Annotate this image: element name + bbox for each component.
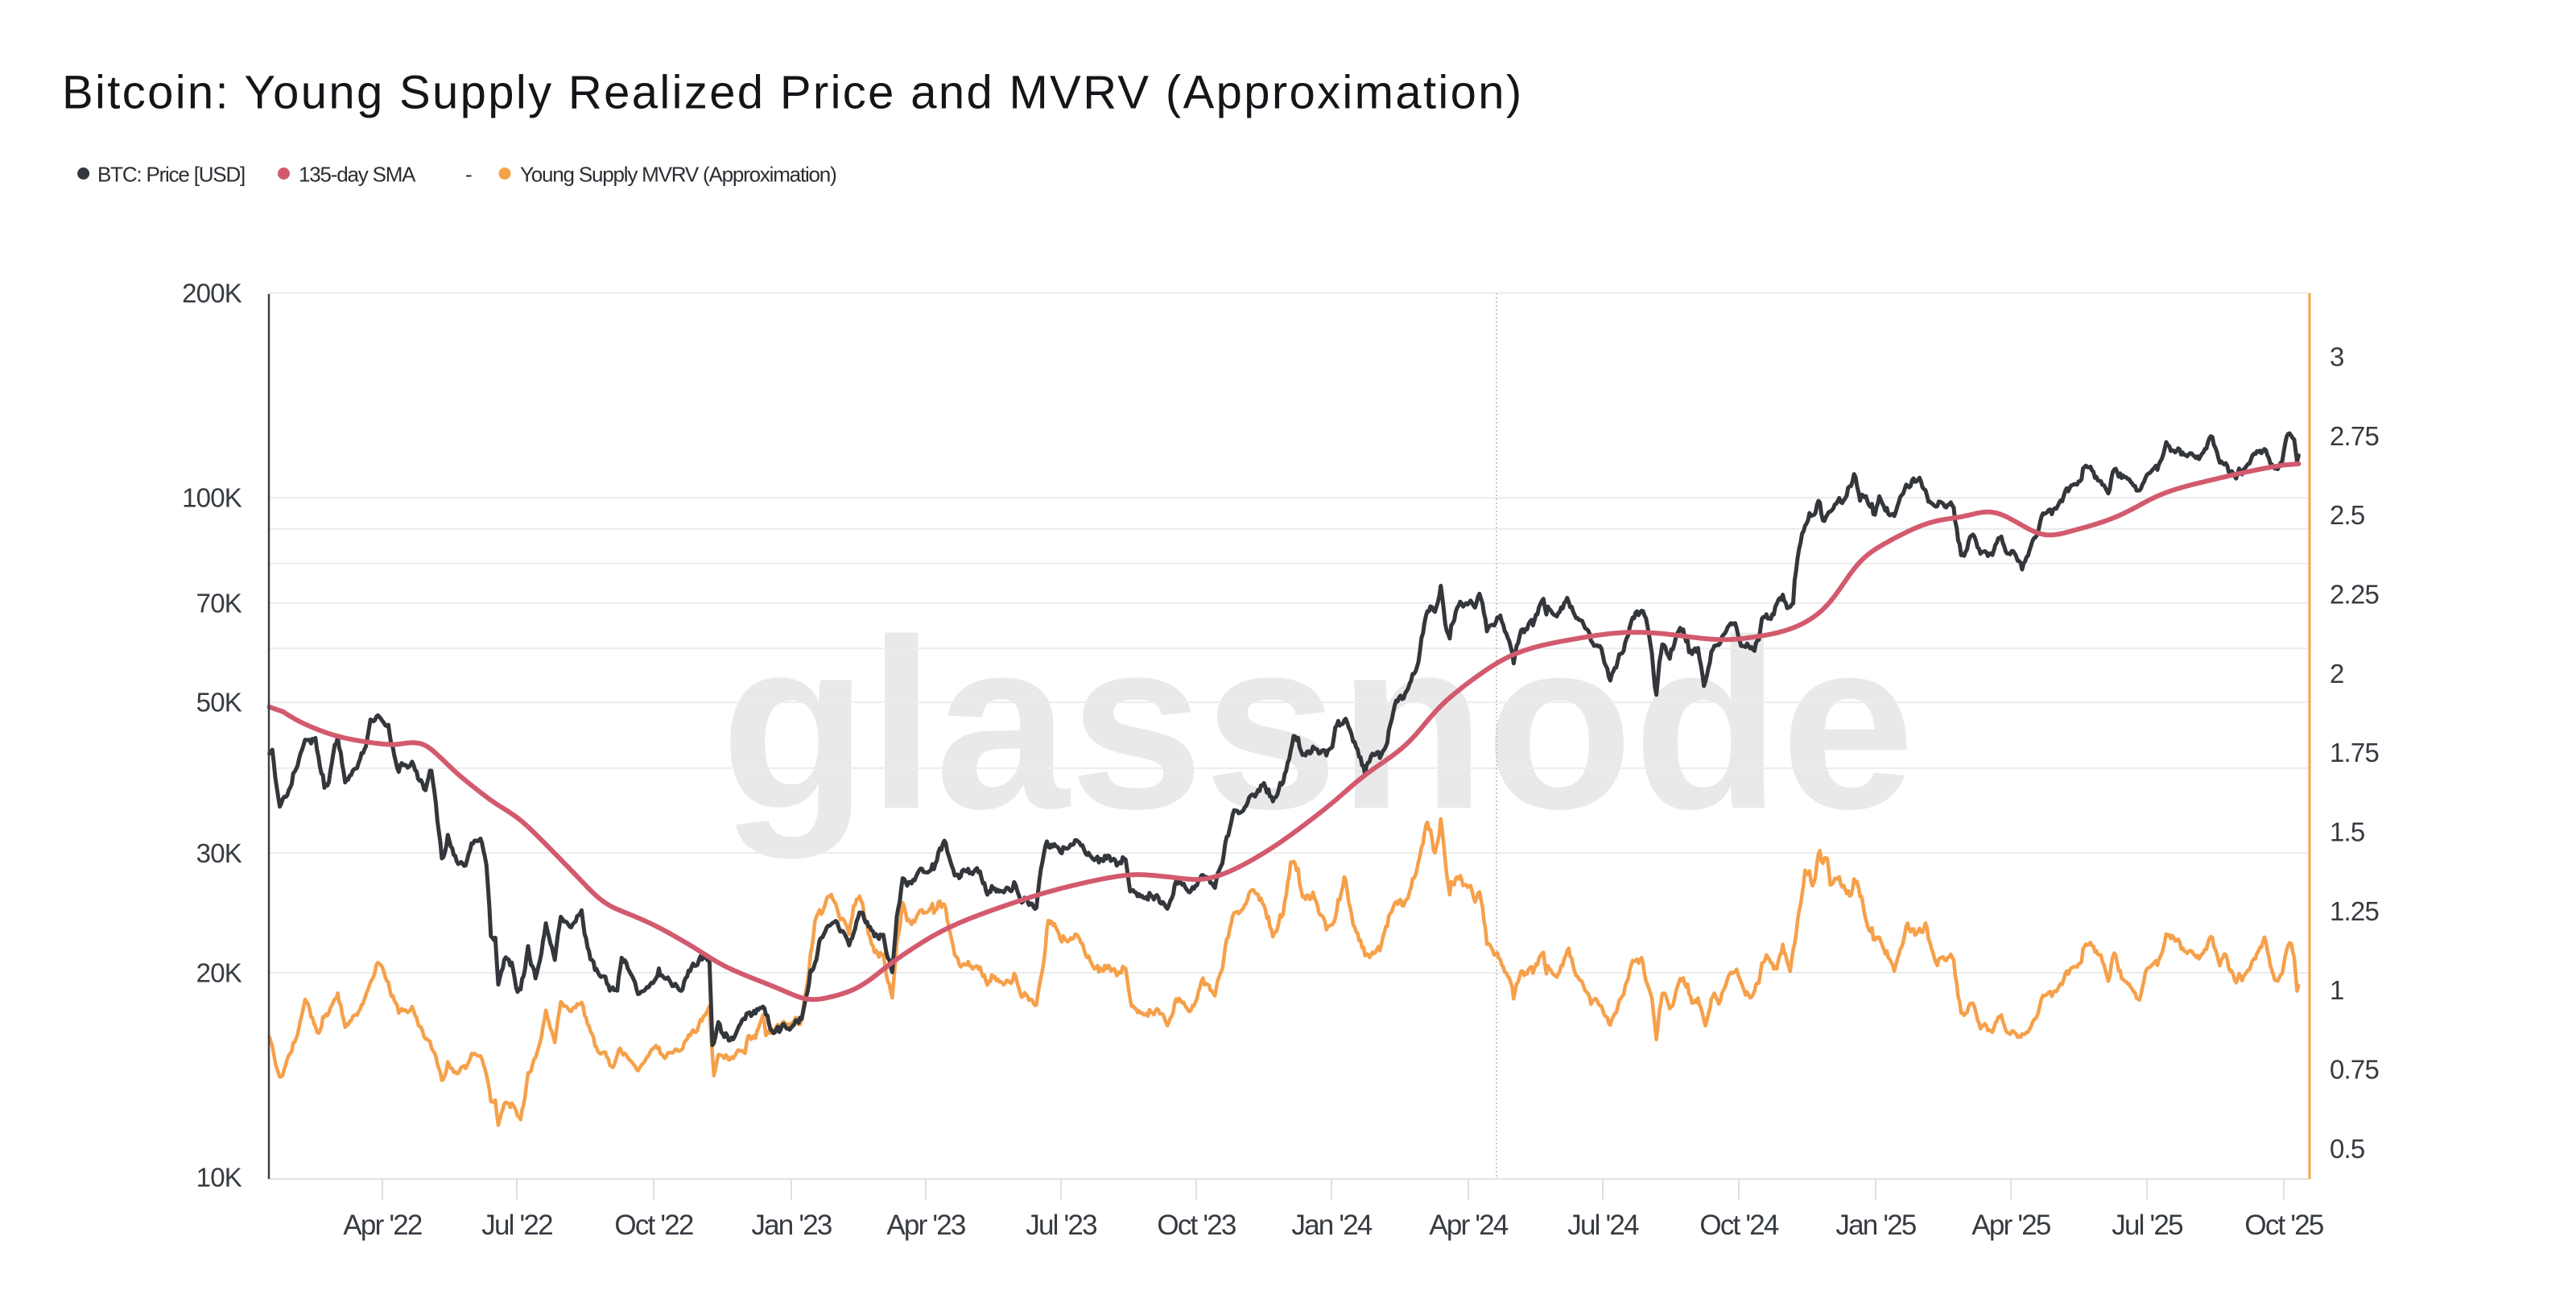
svg-text:2.5: 2.5	[2330, 500, 2364, 530]
svg-text:Oct '22: Oct '22	[614, 1210, 693, 1241]
svg-text:Young Supply MVRV (Approximati: Young Supply MVRV (Approximation)	[520, 163, 836, 187]
svg-text:1.5: 1.5	[2330, 817, 2364, 847]
svg-text:Oct '23: Oct '23	[1157, 1210, 1236, 1241]
svg-text:Jul '24: Jul '24	[1567, 1210, 1639, 1241]
svg-text:1.25: 1.25	[2330, 896, 2379, 926]
svg-text:Apr '22: Apr '22	[343, 1210, 422, 1241]
svg-text:70K: 70K	[196, 588, 242, 618]
svg-text:Jul '23: Jul '23	[1026, 1210, 1096, 1241]
svg-text:Jul '25: Jul '25	[2112, 1210, 2182, 1241]
svg-text:Oct '25: Oct '25	[2244, 1210, 2323, 1241]
svg-text:2: 2	[2330, 659, 2344, 689]
svg-text:Jan '23: Jan '23	[751, 1210, 832, 1241]
svg-text:1: 1	[2330, 975, 2344, 1005]
svg-text:50K: 50K	[196, 688, 242, 718]
svg-text:Jan '24: Jan '24	[1291, 1210, 1373, 1241]
svg-text:Apr '23: Apr '23	[886, 1210, 965, 1241]
svg-text:Apr '25: Apr '25	[1971, 1210, 2050, 1241]
svg-text:2.25: 2.25	[2330, 580, 2379, 610]
svg-text:200K: 200K	[182, 279, 242, 308]
svg-text:3: 3	[2330, 342, 2344, 372]
svg-text:100K: 100K	[182, 483, 242, 513]
svg-text:0.5: 0.5	[2330, 1134, 2364, 1164]
svg-text:BTC: Price [USD]: BTC: Price [USD]	[97, 163, 245, 187]
svg-text:10K: 10K	[196, 1163, 242, 1193]
svg-text:30K: 30K	[196, 838, 242, 868]
svg-text:135-day SMA: 135-day SMA	[299, 163, 416, 187]
svg-text:Bitcoin: Young Supply Realized: Bitcoin: Young Supply Realized Price and…	[62, 67, 1524, 119]
svg-text:20K: 20K	[196, 958, 242, 988]
svg-text:2.75: 2.75	[2330, 421, 2379, 451]
svg-text:Oct '24: Oct '24	[1699, 1210, 1779, 1241]
svg-text:-: -	[465, 163, 473, 187]
svg-text:1.75: 1.75	[2330, 738, 2379, 767]
svg-text:0.75: 0.75	[2330, 1054, 2379, 1084]
svg-text:Jul '22: Jul '22	[481, 1210, 552, 1241]
svg-text:Apr '24: Apr '24	[1429, 1210, 1509, 1241]
svg-text:Jan '25: Jan '25	[1835, 1210, 1916, 1241]
